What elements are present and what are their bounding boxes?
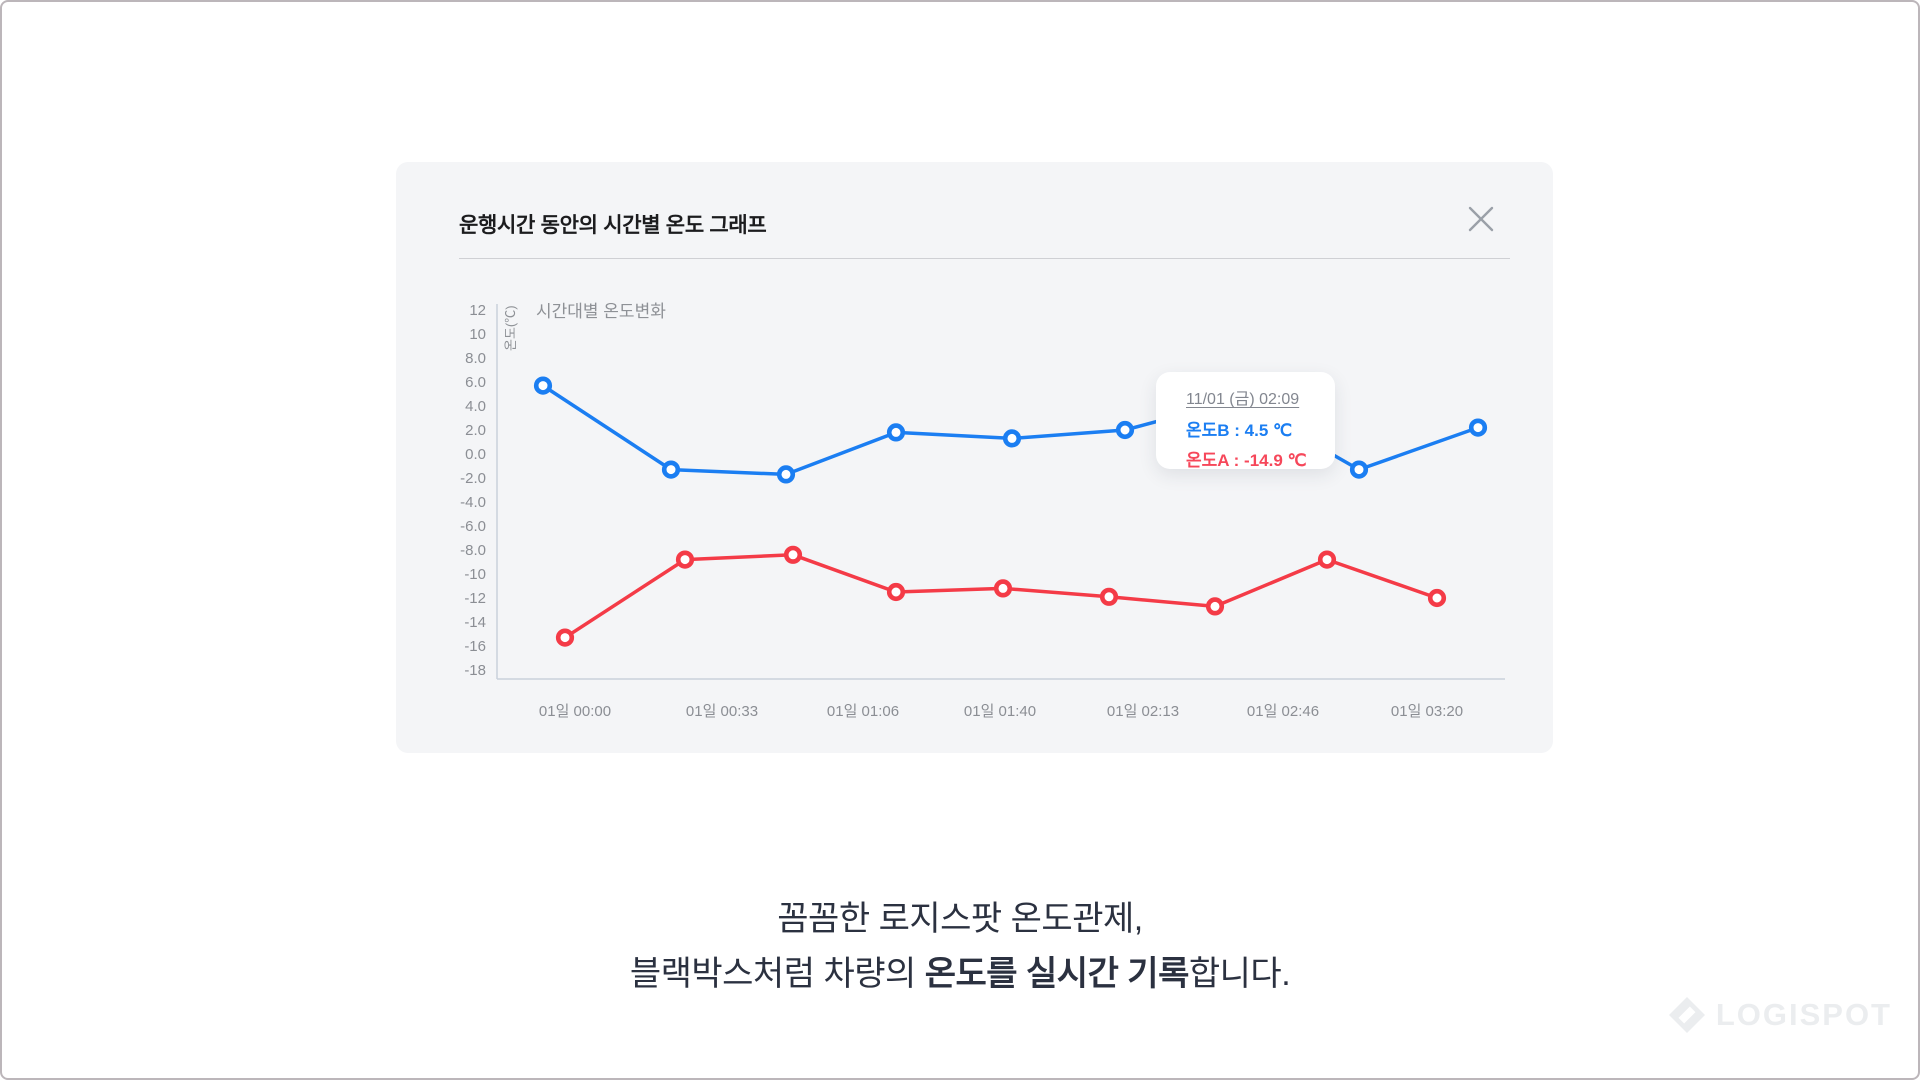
temp-b-point[interactable] [533, 376, 553, 395]
close-icon [1468, 206, 1494, 232]
y-tick-label: 10 [469, 326, 486, 343]
y-tick-label: -18 [464, 662, 486, 679]
title-divider [459, 258, 1510, 259]
temp-b-point[interactable] [776, 465, 796, 484]
temp-b-point[interactable] [1115, 420, 1135, 440]
y-tick-label: -12 [464, 590, 486, 607]
chart-subtitle: 시간대별 온도변화 [536, 302, 666, 321]
y-tick-label: -10 [464, 566, 486, 583]
temperature-graph-modal: 운행시간 동안의 시간별 온도 그래프 온도(℃) 시간대별 온도변화 12 10… [396, 162, 1553, 753]
y-tick-label: -14 [464, 614, 486, 631]
chart-tooltip: 11/01 (금) 02:09 온도B : 4.5 ℃ 온도A : -14.9 … [1156, 372, 1335, 470]
temperature-chart: 온도(℃) 시간대별 온도변화 12 10 8.0 6.0 4.0 2.0 0.0 -2.0 -… [460, 302, 1505, 720]
modal-title: 운행시간 동안의 시간별 온도 그래프 [459, 214, 767, 237]
x-tick-label: 01일 01:06 [827, 703, 899, 720]
x-tick-label: 01일 01:40 [964, 703, 1036, 720]
temp-b-point[interactable] [661, 460, 681, 479]
chart-area: 온도(℃) 시간대별 온도변화 12 10 8.0 6.0 4.0 2.0 0.0 -2.0 -… [460, 295, 1520, 735]
y-tick-label: 0.0 [465, 446, 486, 463]
chart-axes: 12 10 8.0 6.0 4.0 2.0 0.0 -2.0 -4.0 -6.0 -8.0 -10 -1… [460, 302, 1505, 720]
y-tick-label: 8.0 [465, 350, 486, 367]
tooltip-temp-a: 온도A : -14.9 ℃ [1186, 451, 1307, 470]
temp-a-point[interactable] [886, 582, 906, 602]
temp-a-point[interactable] [783, 545, 803, 564]
tooltip-temp-b: 온도B : 4.5 ℃ [1186, 421, 1293, 440]
y-tick-label: 12 [469, 302, 486, 319]
temp-a-point[interactable] [1205, 597, 1225, 616]
y-tick-label: 4.0 [465, 398, 486, 415]
y-tick-label: -2.0 [460, 470, 486, 487]
temp-a-point[interactable] [1099, 587, 1119, 606]
temp-b-point[interactable] [1002, 429, 1022, 448]
tooltip-date: 11/01 (금) 02:09 [1186, 391, 1300, 408]
tagline-line2: 블랙박스처럼 차량의 온도를 실시간 기록합니다. [629, 955, 1291, 993]
logispot-diamond-icon [1668, 997, 1705, 1033]
tagline-line1: 꼼꼼한 로지스팟 온도관제, [777, 900, 1143, 938]
chart-series [533, 376, 1488, 647]
close-button[interactable] [1464, 202, 1498, 236]
temp-a-point[interactable] [993, 579, 1013, 598]
temp-b-point[interactable] [1468, 418, 1488, 437]
x-tick-label: 01일 02:46 [1247, 703, 1319, 720]
x-tick-label: 01일 03:20 [1391, 703, 1463, 720]
logispot-logo: LOGISPOT [1668, 996, 1892, 1034]
y-tick-label: -16 [464, 638, 486, 655]
y-axis-name: 온도(℃) [503, 305, 518, 351]
marketing-tagline: 꼼꼼한 로지스팟 온도관제, 블랙박스처럼 차량의 온도를 실시간 기록합니다. [0, 892, 1920, 1002]
x-tick-label: 01일 02:13 [1107, 703, 1179, 720]
y-tick-label: -8.0 [460, 542, 486, 559]
x-tick-label: 01일 00:33 [686, 703, 758, 720]
temp-b-point[interactable] [886, 423, 906, 442]
y-tick-label: 6.0 [465, 374, 486, 391]
y-tick-label: -6.0 [460, 518, 486, 535]
temp-a-point[interactable] [1317, 550, 1337, 569]
temp-a-point[interactable] [675, 550, 695, 569]
y-tick-label: -4.0 [460, 494, 486, 511]
y-tick-label: 2.0 [465, 422, 486, 439]
temp-a-point[interactable] [555, 628, 575, 647]
x-tick-label: 01일 00:00 [539, 703, 611, 720]
temp-a-point[interactable] [1427, 588, 1447, 608]
temp-b-point[interactable] [1349, 460, 1369, 479]
logispot-logo-text: LOGISPOT [1715, 997, 1892, 1032]
